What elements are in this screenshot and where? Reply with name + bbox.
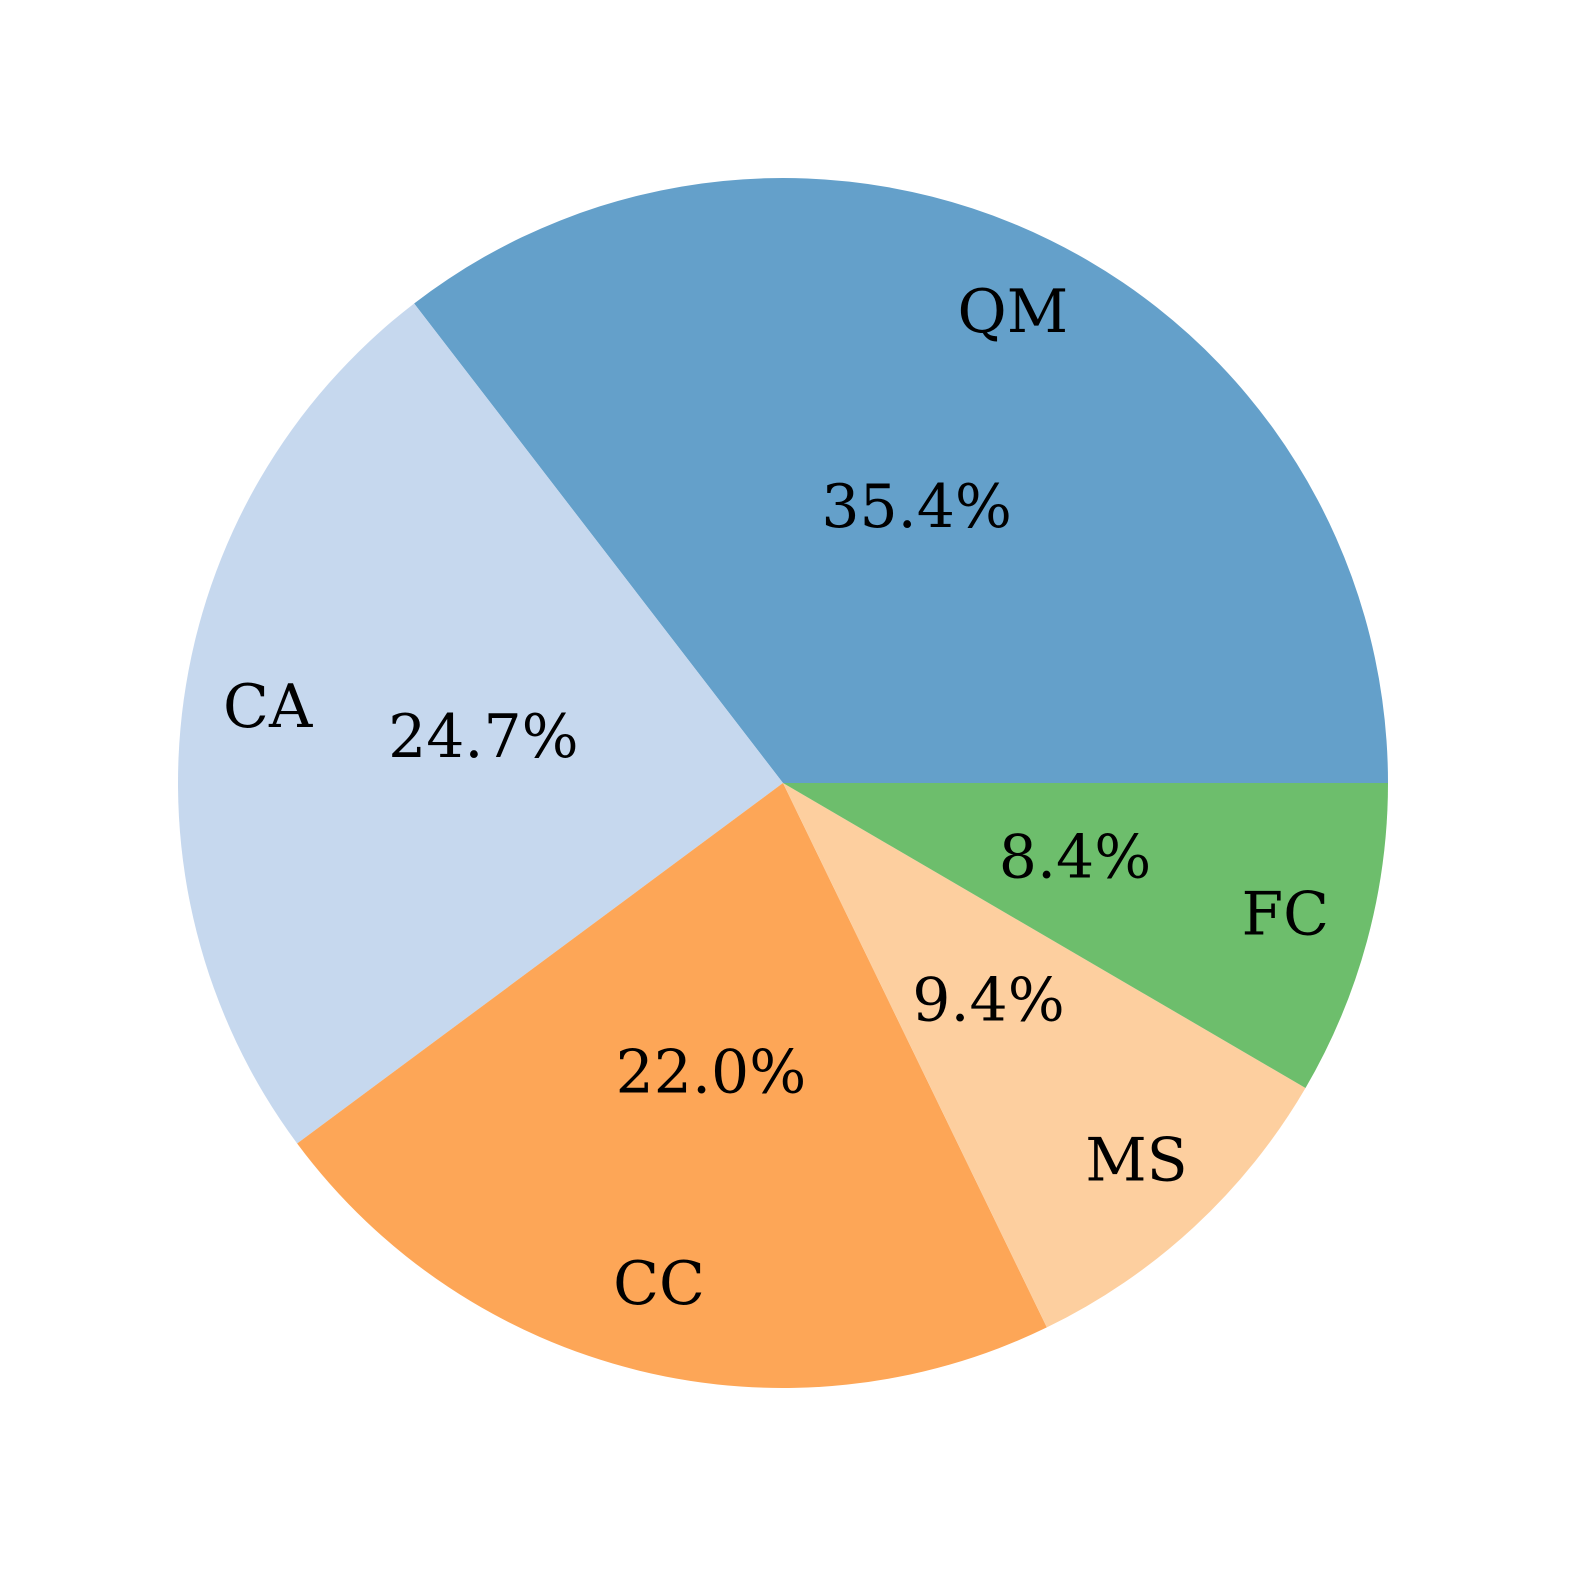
pie-slice (297, 783, 1047, 1388)
pie-slice (178, 303, 784, 1144)
slice-label: MS (1085, 1125, 1188, 1195)
slice-label: FC (1241, 879, 1329, 949)
slice-label: CC (613, 1249, 705, 1319)
slice-label: QM (958, 277, 1069, 347)
pie-slice (783, 783, 1388, 1088)
value-label: 8.4% (999, 823, 1151, 893)
value-label: 22.0% (616, 1037, 807, 1107)
value-label: 35.4% (821, 472, 1012, 542)
value-label: 9.4% (912, 966, 1064, 1036)
value-label: 24.7% (388, 702, 579, 772)
pie-slice (414, 177, 1389, 783)
pie-slice (783, 783, 1306, 1328)
slice-label: CA (223, 672, 313, 742)
